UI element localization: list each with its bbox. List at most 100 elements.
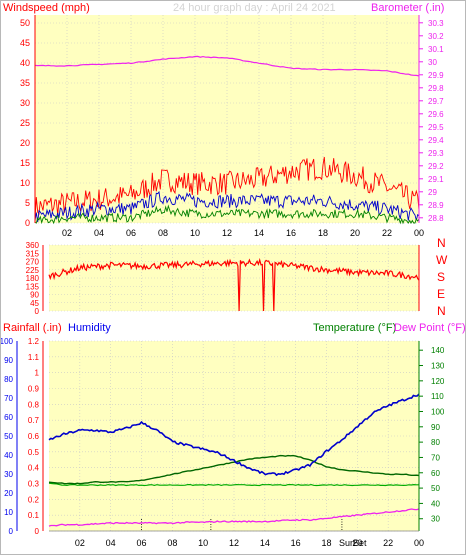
sunset-marker-label: Set <box>353 538 367 548</box>
temperature-y-tick-label: 70 <box>431 453 440 462</box>
wind-y-tick-label: 50 <box>20 18 30 28</box>
barometer-line <box>34 55 420 77</box>
baro-y-tick-label: 30.1 <box>428 45 444 54</box>
dewpoint-axis-title: Dew Point (°F) <box>394 322 465 334</box>
baro-y-tick-label: 29 <box>428 188 437 197</box>
compass-label-s: S <box>437 270 445 284</box>
temperature-y-tick-label: 120 <box>431 377 445 386</box>
temp-x-tick-label: 14 <box>260 538 270 548</box>
temperature-axis-title: Temperature (°F) <box>313 322 396 334</box>
wind-direction-line <box>48 257 420 312</box>
temperature-y-tick-label: 100 <box>431 407 445 416</box>
wind-x-tick-label: 10 <box>190 228 200 238</box>
humidity-y-tick-label: 80 <box>4 375 13 384</box>
temperature-y-tick-label: 110 <box>431 392 444 401</box>
sunrise-marker-label: Sun <box>339 538 355 548</box>
direction-y-tick-label: 90 <box>30 291 39 300</box>
wind-y-tick-label: 45 <box>20 38 30 48</box>
wind-x-tick-label: 16 <box>286 228 296 238</box>
direction-y-tick-label: 0 <box>35 307 40 316</box>
graph-title: 24 hour graph day : April 24 2021 <box>173 2 336 14</box>
temp-x-tick-label: 16 <box>291 538 301 548</box>
direction-y-tick-label: 45 <box>30 299 39 308</box>
wind-x-tick-label: 02 <box>62 228 72 238</box>
humidity-y-tick-label: 100 <box>1 337 14 346</box>
humidity-y-tick-label: 30 <box>4 470 13 479</box>
rainfall-y-tick-label: 0.9 <box>28 385 40 394</box>
humidity-y-tick-label: 70 <box>4 394 13 403</box>
temperature-line <box>48 454 420 485</box>
temp-x-tick-label: 00 <box>414 538 424 548</box>
temp-x-tick-label: 04 <box>106 538 116 548</box>
wind-gust-line <box>34 156 420 220</box>
rainfall-y-tick-label: 0.1 <box>28 511 40 520</box>
rainfall-y-tick-label: 0.4 <box>28 464 40 473</box>
humidity-y-tick-label: 10 <box>4 508 13 517</box>
humidity-y-tick-label: 0 <box>9 527 14 536</box>
baro-y-tick-label: 30 <box>428 58 437 67</box>
direction-y-tick-label: 315 <box>26 249 40 258</box>
temp-plot-area <box>49 341 419 531</box>
compass-label-w: W <box>436 253 448 267</box>
temp-x-tick-label: 02 <box>75 538 85 548</box>
baro-y-tick-label: 29.9 <box>428 71 444 80</box>
rainfall-axis-title: Rainfall (.in) <box>3 322 62 334</box>
baro-y-tick-label: 30.3 <box>428 19 444 28</box>
baro-y-tick-label: 29.7 <box>428 97 444 106</box>
humidity-y-tick-label: 90 <box>4 356 13 365</box>
humidity-y-tick-label: 20 <box>4 489 13 498</box>
baro-axis-title: Barometer (.in) <box>371 2 444 14</box>
temperature-y-tick-label: 140 <box>431 346 445 355</box>
wind-x-tick-label: 08 <box>158 228 168 238</box>
rainfall-y-tick-label: 0.6 <box>28 432 40 441</box>
baro-y-tick-label: 28.8 <box>428 214 444 223</box>
temp-x-tick-label: 20 <box>352 538 362 548</box>
wind-x-tick-label: 06 <box>126 228 136 238</box>
compass-label-n-top: N <box>437 236 446 250</box>
temp-x-tick-label: 10 <box>198 538 208 548</box>
wind-x-tick-label: 14 <box>254 228 264 238</box>
temp-humidity-panel: 010203040506070809010000.10.20.30.40.50.… <box>1 322 465 548</box>
baro-y-tick-label: 29.2 <box>428 162 444 171</box>
baro-y-tick-label: 29.8 <box>428 84 444 93</box>
humidity-line <box>48 393 420 477</box>
rainfall-line <box>48 508 420 527</box>
direction-y-tick-label: 180 <box>26 274 40 283</box>
direction-y-tick-label: 225 <box>26 266 40 275</box>
wind-y-tick-label: 15 <box>20 158 30 168</box>
baro-y-tick-label: 28.9 <box>428 201 444 210</box>
wind-y-tick-label: 5 <box>25 198 30 208</box>
direction-y-tick-label: 360 <box>26 241 40 250</box>
temperature-y-tick-label: 60 <box>431 469 440 478</box>
wind-plot-area <box>35 15 419 223</box>
baro-y-tick-label: 29.1 <box>428 175 444 184</box>
rainfall-y-tick-label: 0.8 <box>28 400 40 409</box>
wind-x-tick-label: 04 <box>94 228 104 238</box>
compass-label-n-bottom: N <box>437 304 446 318</box>
humidity-y-tick-label: 60 <box>4 413 13 422</box>
rainfall-y-tick-label: 0.5 <box>28 448 40 457</box>
wind-lull-line <box>34 204 420 225</box>
compass-label-e: E <box>437 287 445 301</box>
wind-y-tick-label: 0 <box>25 218 30 228</box>
dewpoint-line <box>48 482 419 487</box>
temperature-y-tick-label: 90 <box>431 423 440 432</box>
wind-y-tick-label: 25 <box>20 118 30 128</box>
wind-y-tick-label: 40 <box>20 58 30 68</box>
rainfall-y-tick-label: 0.7 <box>28 416 40 425</box>
rainfall-y-tick-label: 0 <box>35 527 40 536</box>
rainfall-y-tick-label: 1.1 <box>28 353 40 362</box>
temp-x-tick-label: 08 <box>167 538 177 548</box>
wind-axis-title: Windspeed (mph) <box>3 2 90 14</box>
baro-y-tick-label: 29.3 <box>428 149 444 158</box>
baro-y-tick-label: 29.5 <box>428 123 444 132</box>
rainfall-y-tick-label: 1 <box>35 369 40 378</box>
wind-y-tick-label: 10 <box>20 178 30 188</box>
baro-y-tick-label: 29.4 <box>428 136 444 145</box>
wind-average-line <box>34 190 420 223</box>
temperature-y-tick-label: 80 <box>431 438 440 447</box>
baro-y-tick-label: 29.6 <box>428 110 444 119</box>
wind-y-tick-label: 30 <box>20 98 30 108</box>
